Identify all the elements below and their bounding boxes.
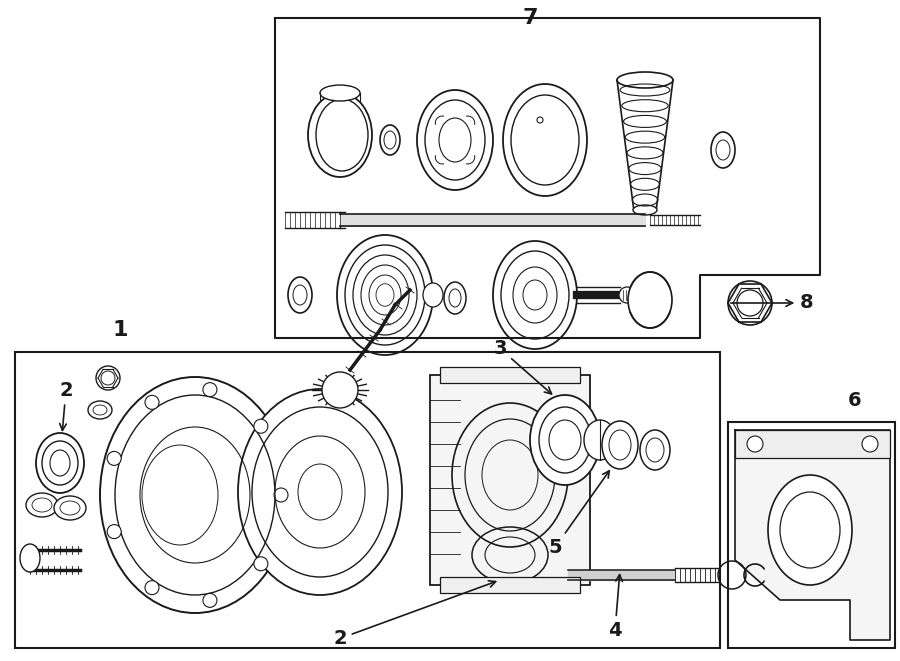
Ellipse shape	[768, 475, 852, 585]
Ellipse shape	[711, 132, 735, 168]
Ellipse shape	[584, 420, 616, 460]
Ellipse shape	[503, 84, 587, 196]
Ellipse shape	[36, 433, 84, 493]
Ellipse shape	[380, 125, 400, 155]
Ellipse shape	[718, 561, 746, 589]
Ellipse shape	[26, 493, 58, 517]
Ellipse shape	[320, 85, 360, 101]
Circle shape	[202, 594, 217, 607]
Ellipse shape	[417, 90, 493, 190]
Ellipse shape	[530, 395, 600, 485]
Text: 3: 3	[493, 339, 552, 394]
Ellipse shape	[288, 277, 312, 313]
Text: 2: 2	[333, 581, 496, 648]
Ellipse shape	[20, 544, 40, 572]
Circle shape	[862, 436, 878, 452]
Text: 6: 6	[848, 391, 862, 410]
Circle shape	[254, 557, 268, 571]
Ellipse shape	[54, 496, 86, 520]
Text: 7: 7	[522, 8, 538, 28]
Circle shape	[274, 488, 288, 502]
Circle shape	[322, 372, 358, 408]
Ellipse shape	[633, 205, 657, 215]
Ellipse shape	[238, 389, 402, 595]
Bar	[735, 430, 890, 458]
Ellipse shape	[493, 241, 577, 349]
Circle shape	[619, 287, 635, 303]
Circle shape	[202, 383, 217, 397]
Circle shape	[107, 451, 122, 465]
Polygon shape	[735, 430, 890, 640]
Ellipse shape	[640, 430, 670, 470]
Ellipse shape	[423, 283, 443, 307]
Bar	[440, 367, 580, 383]
Text: 8: 8	[731, 293, 814, 313]
Ellipse shape	[337, 235, 433, 355]
Circle shape	[145, 395, 159, 409]
Ellipse shape	[602, 421, 638, 469]
Text: 4: 4	[608, 574, 623, 640]
Ellipse shape	[88, 401, 112, 419]
Ellipse shape	[628, 272, 672, 328]
Circle shape	[728, 281, 772, 325]
Ellipse shape	[308, 93, 372, 177]
Ellipse shape	[617, 72, 673, 88]
Bar	[440, 577, 580, 593]
Ellipse shape	[100, 377, 290, 613]
Circle shape	[107, 525, 122, 539]
Text: 1: 1	[112, 320, 128, 340]
Bar	[728, 422, 895, 648]
Circle shape	[254, 419, 268, 433]
Circle shape	[96, 366, 120, 390]
Ellipse shape	[444, 282, 466, 314]
Text: 5: 5	[548, 471, 609, 557]
Bar	[430, 375, 590, 585]
Circle shape	[747, 436, 763, 452]
Bar	[15, 352, 720, 648]
Text: 2: 2	[59, 381, 73, 430]
Circle shape	[145, 580, 159, 595]
